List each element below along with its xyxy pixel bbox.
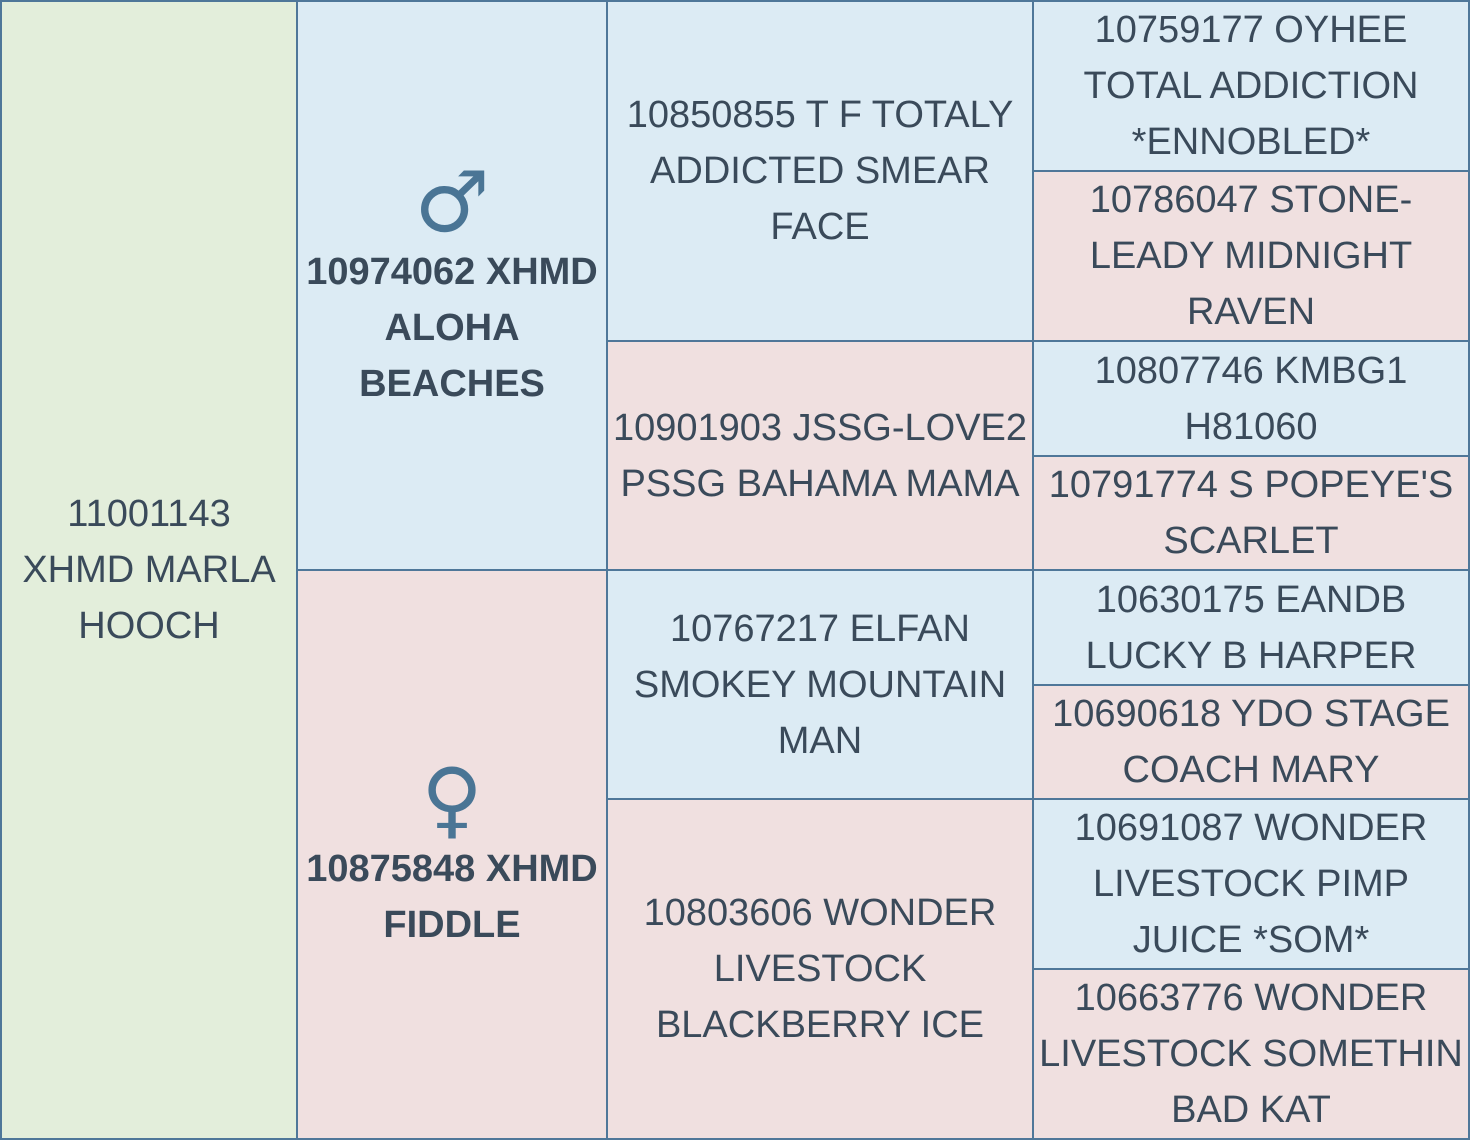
dam-name: 10875848 XHMD FIDDLE [306,847,598,946]
subject-name: 11001143 XHMD MARLA HOOCH [22,493,276,647]
great-grandparent-name: 10759177 OYHEE TOTAL ADDICTION *ENNOBLED… [1083,9,1419,163]
dam-cell: ♀ 10875848 XHMD FIDDLE [296,569,608,1140]
great-grandparent-name: 10663776 WONDER LIVESTOCK SOMETHIN BAD K… [1039,977,1463,1131]
male-symbol-icon: ♂ [414,152,490,251]
great-grandparent-name: 10690618 YDO STAGE COACH MARY [1052,693,1450,791]
great-grandparent-name: 10630175 EANDB LUCKY B HARPER [1085,578,1417,677]
sire-cell: ♂ 10974062 XHMD ALOHA BEACHES [296,0,608,571]
great-grandparent-name: 10791774 S POPEYE'S SCARLET [1048,464,1454,562]
female-symbol-icon: ♀ [421,749,483,848]
great-grandparent-cell: 10663776 WONDER LIVESTOCK SOMETHIN BAD K… [1032,968,1470,1140]
great-grandparent-name: 10807746 KMBG1 H81060 [1094,349,1408,448]
great-grandparent-cell: 10807746 KMBG1 H81060 [1032,340,1470,457]
sire-name: 10974062 XHMD ALOHA BEACHES [306,250,598,405]
great-grandparent-cell: 10791774 S POPEYE'S SCARLET [1032,455,1470,571]
great-grandparent-cell: 10786047 STONE-LEADY MIDNIGHT RAVEN [1032,170,1470,342]
great-grandparent-name: 10691087 WONDER LIVESTOCK PIMP JUICE *SO… [1074,807,1428,961]
great-grandparent-cell: 10690618 YDO STAGE COACH MARY [1032,684,1470,800]
grandparent-cell: 10803606 WONDER LIVESTOCK BLACKBERRY ICE [606,798,1034,1140]
grandparent-name: 10850855 T F TOTALY ADDICTED SMEAR FACE [626,94,1014,248]
grandparent-name: 10767217 ELFAN SMOKEY MOUNTAIN MAN [633,607,1007,762]
grandparent-name: 10901903 JSSG-LOVE2 PSSG BAHAMA MAMA [612,406,1028,505]
grandparent-name: 10803606 WONDER LIVESTOCK BLACKBERRY ICE [643,892,997,1046]
great-grandparent-cell: 10630175 EANDB LUCKY B HARPER [1032,569,1470,686]
grandparent-cell: 10901903 JSSG-LOVE2 PSSG BAHAMA MAMA [606,340,1034,571]
grandparent-cell: 10767217 ELFAN SMOKEY MOUNTAIN MAN [606,569,1034,800]
subject-cell: 11001143 XHMD MARLA HOOCH [0,0,298,1140]
grandparent-cell: 10850855 T F TOTALY ADDICTED SMEAR FACE [606,0,1034,342]
great-grandparent-cell: 10759177 OYHEE TOTAL ADDICTION *ENNOBLED… [1032,0,1470,172]
great-grandparent-name: 10786047 STONE-LEADY MIDNIGHT RAVEN [1089,179,1413,333]
great-grandparent-cell: 10691087 WONDER LIVESTOCK PIMP JUICE *SO… [1032,798,1470,970]
